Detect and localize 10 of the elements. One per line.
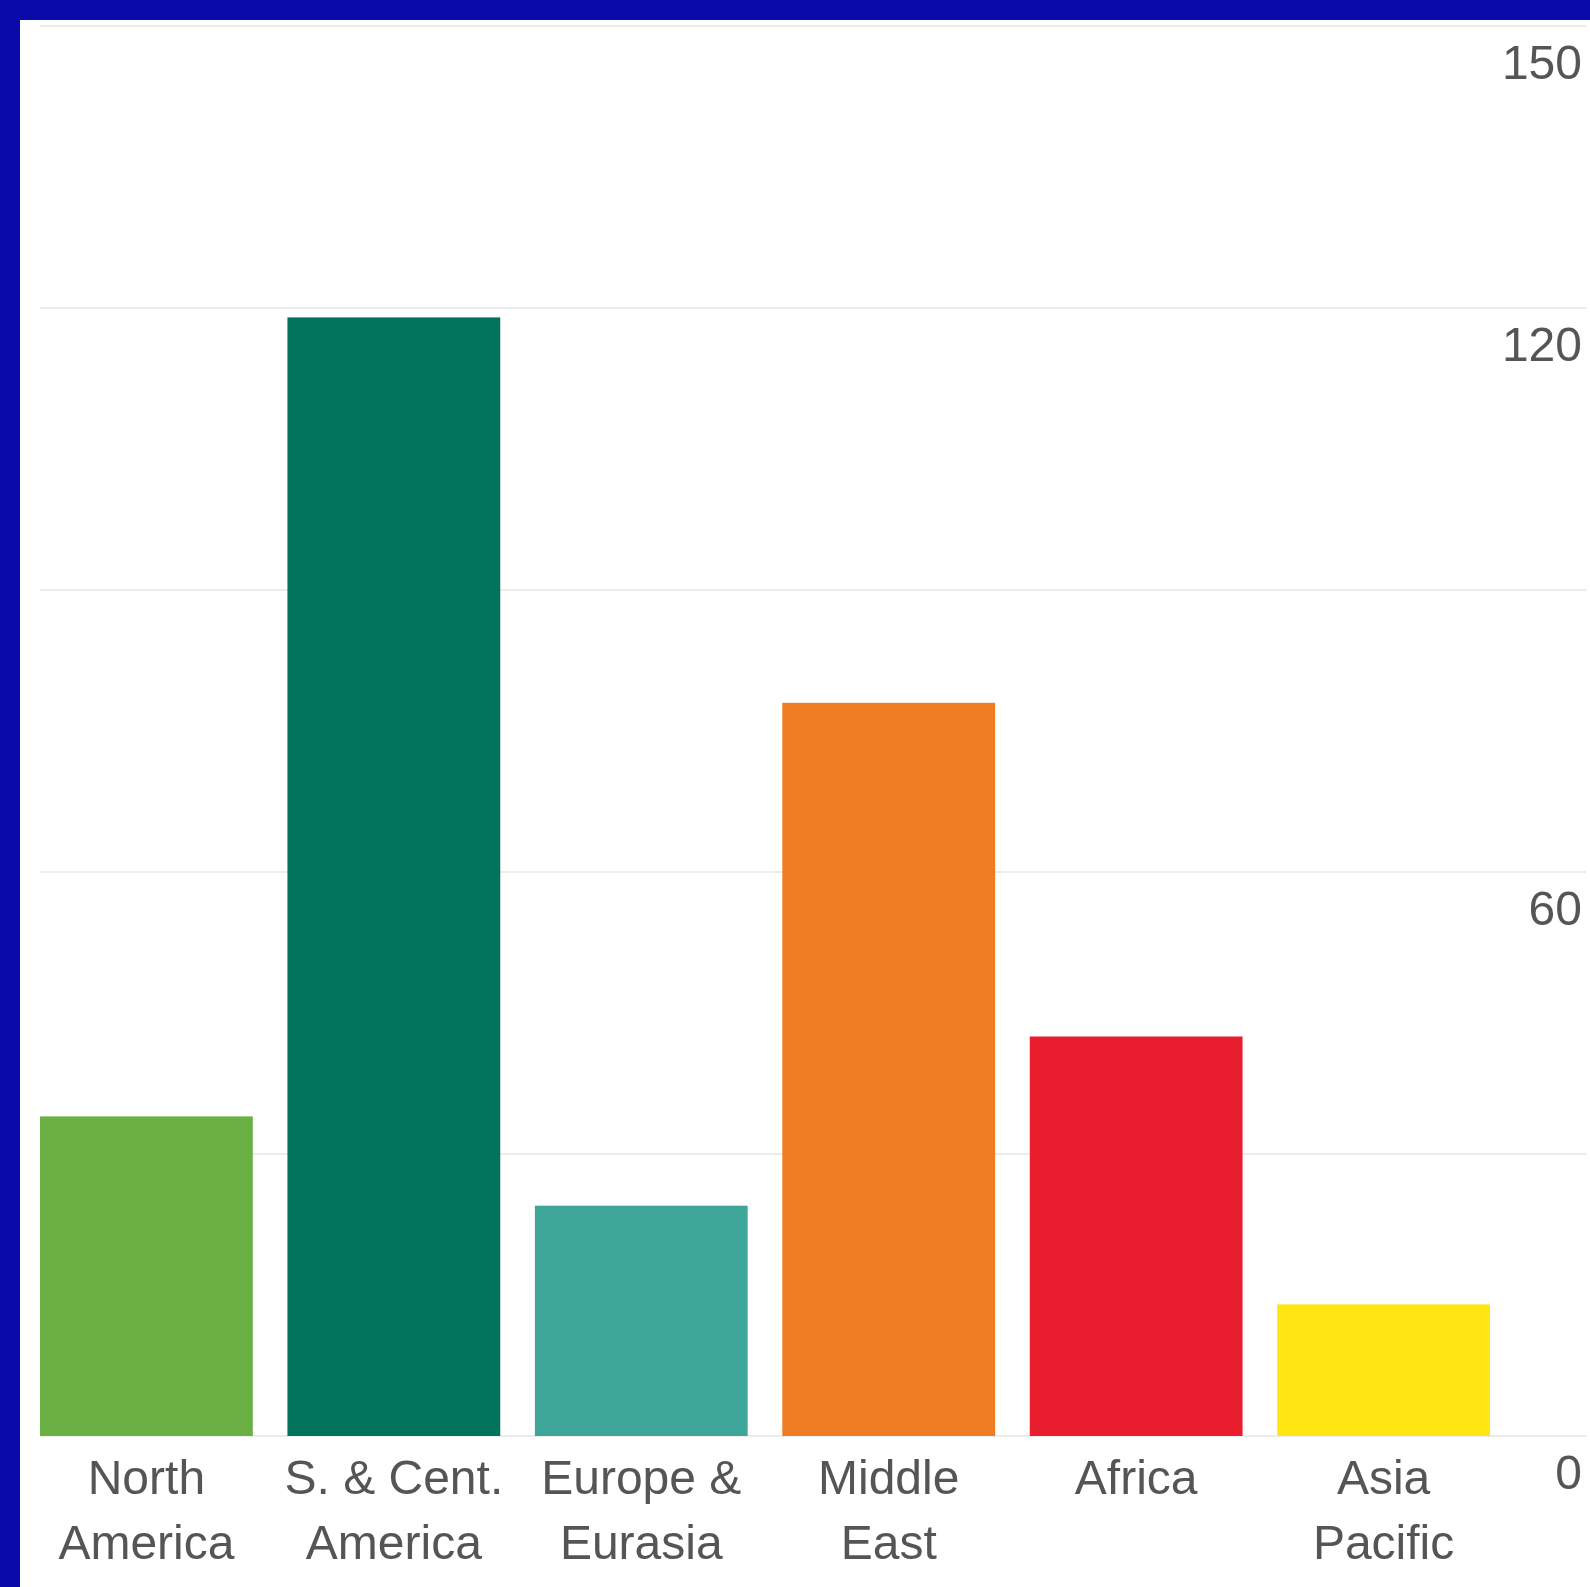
y-tick-label: 60 (1528, 882, 1582, 936)
y-tick-label: 120 (1501, 318, 1582, 372)
x-tick-label: S. & Cent. America (284, 1451, 504, 1569)
x-tick-label: North America (58, 1451, 235, 1569)
x-tick-label: Middle East (818, 1451, 960, 1569)
x-tick-label: Europe & Eurasia (541, 1451, 742, 1569)
x-tick-label: Asia Pacific (1312, 1451, 1455, 1569)
y-tick-label: 150 (1501, 36, 1582, 90)
y-tick-label: 0 (1555, 1446, 1582, 1500)
x-tick-label: Africa (1074, 1451, 1198, 1504)
